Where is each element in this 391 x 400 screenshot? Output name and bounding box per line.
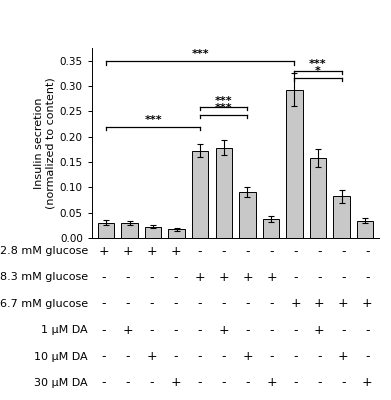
Bar — [239, 192, 256, 238]
Text: +: + — [170, 376, 181, 389]
Bar — [263, 219, 279, 238]
Text: +: + — [362, 297, 373, 310]
Text: +: + — [338, 297, 349, 310]
Text: -: - — [341, 324, 346, 337]
Text: -: - — [149, 324, 154, 337]
Text: 10 μM DA: 10 μM DA — [34, 352, 88, 362]
Text: -: - — [293, 271, 298, 284]
Text: -: - — [126, 376, 130, 389]
Bar — [357, 221, 373, 238]
Text: -: - — [102, 350, 106, 363]
Text: -: - — [269, 350, 274, 363]
Text: -: - — [221, 376, 226, 389]
Text: 1 μM DA: 1 μM DA — [41, 325, 88, 335]
Text: -: - — [149, 271, 154, 284]
Bar — [98, 223, 114, 238]
Text: -: - — [174, 297, 178, 310]
Text: +: + — [122, 245, 133, 258]
Text: +: + — [218, 324, 229, 337]
Text: -: - — [197, 324, 202, 337]
Text: +: + — [147, 350, 157, 363]
Text: -: - — [269, 245, 274, 258]
Text: -: - — [317, 271, 322, 284]
Text: -: - — [245, 376, 250, 389]
Text: +: + — [266, 271, 277, 284]
Text: ***: *** — [144, 115, 162, 125]
Text: -: - — [197, 376, 202, 389]
Text: -: - — [341, 271, 346, 284]
Bar — [145, 227, 161, 238]
Bar — [192, 151, 208, 238]
Text: ***: *** — [309, 59, 327, 69]
Text: -: - — [293, 324, 298, 337]
Text: 30 μM DA: 30 μM DA — [34, 378, 88, 388]
Bar — [121, 223, 138, 238]
Bar — [215, 148, 232, 238]
Text: +: + — [242, 271, 253, 284]
Text: -: - — [317, 376, 322, 389]
Text: -: - — [365, 245, 369, 258]
Text: -: - — [126, 350, 130, 363]
Text: +: + — [218, 271, 229, 284]
Bar — [169, 229, 185, 238]
Text: -: - — [341, 245, 346, 258]
Text: -: - — [293, 376, 298, 389]
Text: -: - — [245, 324, 250, 337]
Text: -: - — [102, 271, 106, 284]
Text: -: - — [102, 297, 106, 310]
Text: -: - — [197, 245, 202, 258]
Text: +: + — [362, 376, 373, 389]
Text: -: - — [221, 297, 226, 310]
Text: ***: *** — [215, 103, 233, 113]
Text: -: - — [269, 324, 274, 337]
Text: -: - — [174, 324, 178, 337]
Bar — [286, 90, 303, 238]
Text: ***: *** — [215, 96, 233, 106]
Text: -: - — [365, 350, 369, 363]
Text: 2.8 mM glucose: 2.8 mM glucose — [0, 246, 88, 256]
Text: -: - — [269, 297, 274, 310]
Text: +: + — [290, 297, 301, 310]
Text: -: - — [293, 350, 298, 363]
Text: -: - — [221, 245, 226, 258]
Text: +: + — [170, 245, 181, 258]
Text: -: - — [221, 350, 226, 363]
Text: -: - — [245, 297, 250, 310]
Text: +: + — [338, 350, 349, 363]
Text: -: - — [197, 350, 202, 363]
Text: +: + — [314, 324, 325, 337]
Text: +: + — [122, 324, 133, 337]
Text: +: + — [194, 271, 205, 284]
Text: +: + — [99, 245, 109, 258]
Y-axis label: Insulin secretion
(normalized to content): Insulin secretion (normalized to content… — [34, 77, 56, 209]
Text: -: - — [126, 271, 130, 284]
Bar — [334, 196, 350, 238]
Text: -: - — [149, 297, 154, 310]
Text: +: + — [147, 245, 157, 258]
Text: -: - — [365, 324, 369, 337]
Text: -: - — [317, 350, 322, 363]
Text: -: - — [126, 297, 130, 310]
Text: -: - — [293, 245, 298, 258]
Text: -: - — [341, 376, 346, 389]
Text: 16.7 mM glucose: 16.7 mM glucose — [0, 299, 88, 309]
Text: -: - — [174, 350, 178, 363]
Text: +: + — [266, 376, 277, 389]
Text: -: - — [365, 271, 369, 284]
Text: -: - — [245, 245, 250, 258]
Text: -: - — [102, 324, 106, 337]
Text: *: * — [315, 66, 321, 76]
Text: -: - — [197, 297, 202, 310]
Text: +: + — [314, 297, 325, 310]
Text: 8.3 mM glucose: 8.3 mM glucose — [0, 272, 88, 282]
Text: -: - — [149, 376, 154, 389]
Text: -: - — [317, 245, 322, 258]
Text: ***: *** — [192, 49, 209, 59]
Text: -: - — [102, 376, 106, 389]
Text: -: - — [174, 271, 178, 284]
Bar — [310, 158, 326, 238]
Text: +: + — [242, 350, 253, 363]
